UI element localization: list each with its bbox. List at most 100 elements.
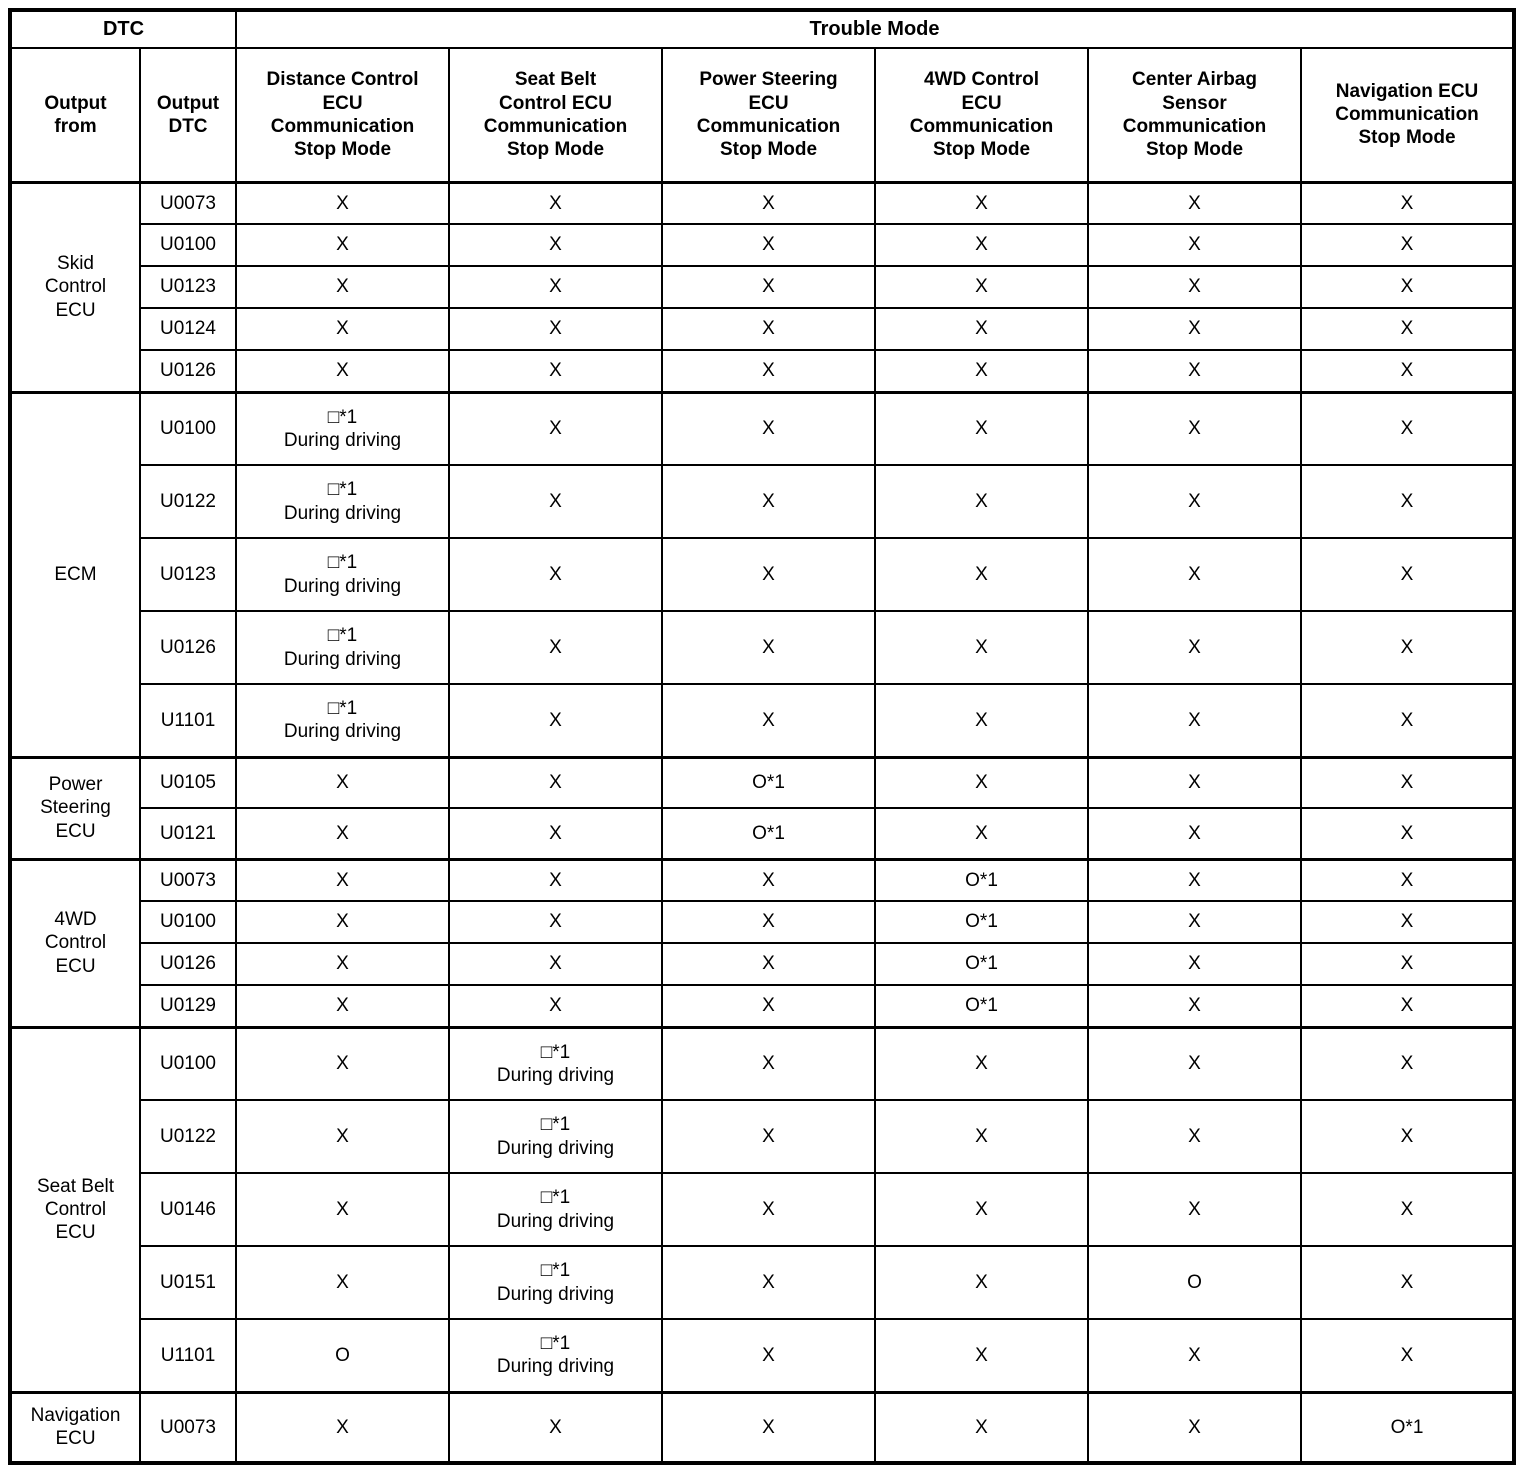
trouble-mode-cell: X	[1087, 942, 1303, 986]
mode-column-header-center-airbag: Center Airbag Sensor Communication Stop …	[1087, 47, 1303, 184]
trouble-mode-cell: X	[1300, 807, 1516, 860]
trouble-mode-cell: O*1	[661, 807, 877, 860]
output-dtc-header-cell: Output DTC	[138, 47, 238, 184]
table-row: U1101 O □*1 During driving X X X X	[10, 1318, 1516, 1393]
trouble-mode-cell: X	[874, 390, 1090, 466]
output-dtc-cell: U0122	[138, 1099, 238, 1174]
trouble-mode-cell: X	[235, 807, 451, 860]
trouble-mode-cell: X	[235, 900, 451, 944]
trouble-mode-cell: X	[448, 390, 664, 466]
trouble-mode-cell: X	[448, 683, 664, 758]
trouble-mode-cell: X	[1300, 349, 1516, 393]
trouble-mode-cell: X	[235, 1099, 451, 1174]
trouble-mode-cell: X	[448, 1390, 664, 1464]
output-dtc-cell: U0100	[138, 1025, 238, 1101]
table-header: DTC Trouble Mode Output from Output DTC …	[8, 9, 1516, 184]
trouble-mode-cell: X	[874, 1318, 1090, 1393]
trouble-mode-cell: X	[1300, 390, 1516, 466]
trouble-mode-cell: □*1 During driving	[448, 1025, 664, 1101]
trouble-mode-cell: X	[1087, 349, 1303, 393]
trouble-mode-cell: X	[235, 942, 451, 986]
trouble-mode-cell: X	[235, 265, 451, 309]
trouble-mode-cell: X	[661, 223, 877, 267]
trouble-mode-cell: X	[661, 390, 877, 466]
table-row: U0100 X X X X X X	[10, 223, 1516, 267]
trouble-mode-cell: X	[661, 1025, 877, 1101]
trouble-mode-cell: X	[235, 1025, 451, 1101]
trouble-mode-cell: X	[235, 857, 451, 902]
table-header-row-2: Output from Output DTC Distance Control …	[9, 47, 1516, 184]
trouble-mode-cell: X	[661, 265, 877, 309]
trouble-mode-cell: X	[1300, 307, 1516, 351]
table-row: Navigation ECU U0073 X X X X X O*1	[9, 1390, 1516, 1464]
trouble-mode-cell: □*1 During driving	[235, 537, 451, 612]
trouble-mode-cell: X	[874, 537, 1090, 612]
trouble-mode-cell: X	[1087, 1025, 1303, 1101]
trouble-mode-cell: X	[235, 223, 451, 267]
trouble-mode-cell: X	[661, 464, 877, 539]
table-header-row-1: DTC Trouble Mode	[8, 9, 1516, 49]
trouble-mode-cell: □*1 During driving	[235, 683, 451, 758]
output-dtc-cell: U0123	[138, 537, 238, 612]
trouble-mode-cell: □*1 During driving	[448, 1245, 664, 1320]
trouble-mode-cell: X	[1087, 265, 1303, 309]
trouble-mode-cell: X	[661, 180, 877, 225]
output-dtc-cell: U0100	[138, 900, 238, 944]
trouble-mode-cell: X	[235, 307, 451, 351]
output-dtc-cell: U0105	[138, 755, 238, 809]
trouble-mode-cell: X	[1087, 683, 1303, 758]
table-body: Skid Control ECU U0073 X X X X X X U0100 X X X X X X U0…	[9, 180, 1516, 1464]
trouble-mode-cell: X	[874, 265, 1090, 309]
trouble-mode-cell: X	[448, 942, 664, 986]
table-row: 4WD Control ECU U0073 X X X O*1 X X	[9, 857, 1516, 1028]
trouble-mode-cell: X	[1300, 464, 1516, 539]
table-row: U0151 X □*1 During driving X X O X	[10, 1245, 1516, 1320]
trouble-mode-cell: X	[1087, 1318, 1303, 1393]
table-row: U0121 X X O*1 X X X	[10, 807, 1516, 860]
trouble-mode-cell: X	[661, 683, 877, 758]
table-row: U1101 □*1 During driving X X X X X	[10, 683, 1516, 758]
mode-column-header-distance-control: Distance Control ECU Communication Stop …	[235, 47, 451, 184]
trouble-mode-cell: □*1 During driving	[235, 610, 451, 685]
trouble-mode-cell: X	[1087, 180, 1303, 225]
trouble-mode-cell: X	[235, 349, 451, 393]
trouble-mode-cell: X	[1087, 464, 1303, 539]
trouble-mode-cell: X	[661, 1099, 877, 1174]
trouble-mode-cell: □*1 During driving	[448, 1318, 664, 1393]
trouble-mode-cell: X	[235, 1172, 451, 1247]
table-row: U0100 X X X O*1 X X	[10, 900, 1516, 944]
output-dtc-cell: U0073	[138, 1390, 238, 1464]
trouble-mode-cell: X	[448, 857, 664, 902]
table-row: Seat Belt Control ECU U0100 X □*1 During dr…	[9, 1025, 1516, 1393]
trouble-mode-cell: X	[235, 984, 451, 1028]
trouble-mode-cell: X	[1087, 307, 1303, 351]
trouble-mode-cell: □*1 During driving	[448, 1172, 664, 1247]
trouble-mode-cell: X	[1300, 1172, 1516, 1247]
output-dtc-cell: U1101	[138, 683, 238, 758]
trouble-mode-cell: X	[235, 755, 451, 809]
trouble-mode-cell: X	[874, 307, 1090, 351]
trouble-mode-cell: X	[448, 610, 664, 685]
trouble-mode-cell: X	[1087, 610, 1303, 685]
mode-column-header-navigation: Navigation ECU Communication Stop Mode	[1300, 47, 1516, 184]
trouble-mode-cell: X	[1300, 857, 1516, 902]
output-dtc-cell: U0129	[138, 984, 238, 1028]
table-row: U0122 X □*1 During driving X X X X	[10, 1099, 1516, 1174]
trouble-mode-cell: X	[1087, 755, 1303, 809]
output-dtc-cell: U0126	[138, 942, 238, 986]
output-dtc-cell: U0151	[138, 1245, 238, 1320]
trouble-mode-cell: X	[1087, 1099, 1303, 1174]
trouble-mode-cell: X	[448, 265, 664, 309]
output-dtc-cell: U0126	[138, 349, 238, 393]
trouble-mode-cell: X	[448, 307, 664, 351]
trouble-mode-cell: X	[1087, 900, 1303, 944]
trouble-mode-cell: X	[874, 464, 1090, 539]
trouble-mode-cell: O*1	[874, 942, 1090, 986]
trouble-mode-cell: X	[874, 1390, 1090, 1464]
trouble-mode-cell: O	[235, 1318, 451, 1393]
output-from-cell: Power Steering ECU	[9, 755, 141, 860]
dtc-trouble-mode-table: DTC Trouble Mode Output from Output DTC …	[8, 8, 1517, 1465]
trouble-mode-cell: X	[1087, 390, 1303, 466]
mode-column-header-seat-belt: Seat Belt Control ECU Communication Stop…	[448, 47, 664, 184]
trouble-mode-cell: X	[1300, 1025, 1516, 1101]
